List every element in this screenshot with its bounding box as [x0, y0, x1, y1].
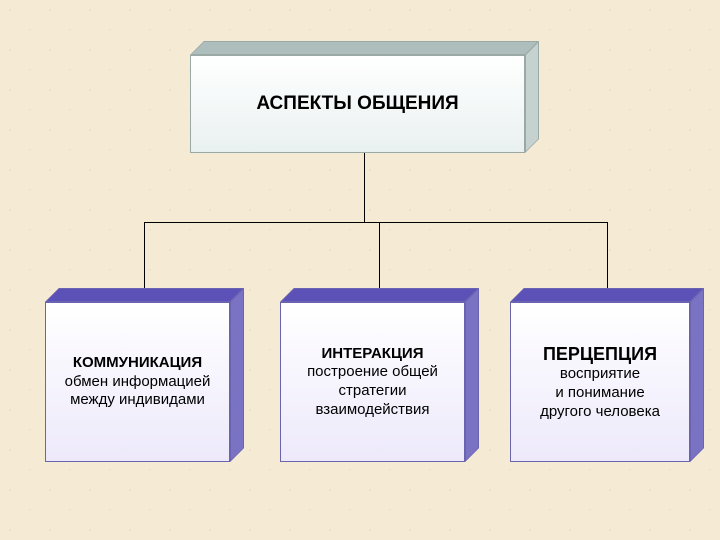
child-title: ПЕРЦЕПЦИЯ [543, 343, 657, 366]
child-box-side [465, 288, 479, 462]
child-title: КОММУНИКАЦИЯ [73, 354, 202, 373]
child-box-perception: ПЕРЦЕПЦИЯ восприятиеи пониманиедругого ч… [510, 302, 690, 462]
connector-line [364, 153, 365, 222]
root-box-top [190, 41, 539, 55]
connector-line [607, 222, 608, 288]
root-box-side [525, 41, 539, 153]
child-desc: построение общейстратегиивзаимодействия [307, 363, 438, 419]
child-box-communication: КОММУНИКАЦИЯ обмен информациеймежду инди… [45, 302, 230, 462]
child-box-top [45, 288, 244, 302]
root-box-front: АСПЕКТЫ ОБЩЕНИЯ [190, 55, 525, 153]
child-box-front: ПЕРЦЕПЦИЯ восприятиеи пониманиедругого ч… [510, 302, 690, 462]
root-box: АСПЕКТЫ ОБЩЕНИЯ [190, 55, 525, 153]
child-box-side [690, 288, 704, 462]
child-box-top [510, 288, 704, 302]
root-title: АСПЕКТЫ ОБЩЕНИЯ [256, 92, 458, 116]
child-box-front: КОММУНИКАЦИЯ обмен информациеймежду инди… [45, 302, 230, 462]
child-desc: восприятиеи пониманиедругого человека [540, 365, 660, 421]
child-box-front: ИНТЕРАКЦИЯ построение общейстратегиивзаи… [280, 302, 465, 462]
connector-line [144, 222, 145, 288]
child-box-top [280, 288, 479, 302]
child-title: ИНТЕРАКЦИЯ [322, 345, 424, 364]
child-desc: обмен информациеймежду индивидами [65, 373, 211, 411]
connector-line [145, 222, 609, 223]
child-box-interaction: ИНТЕРАКЦИЯ построение общейстратегиивзаи… [280, 302, 465, 462]
connector-line [379, 222, 380, 288]
child-box-side [230, 288, 244, 462]
